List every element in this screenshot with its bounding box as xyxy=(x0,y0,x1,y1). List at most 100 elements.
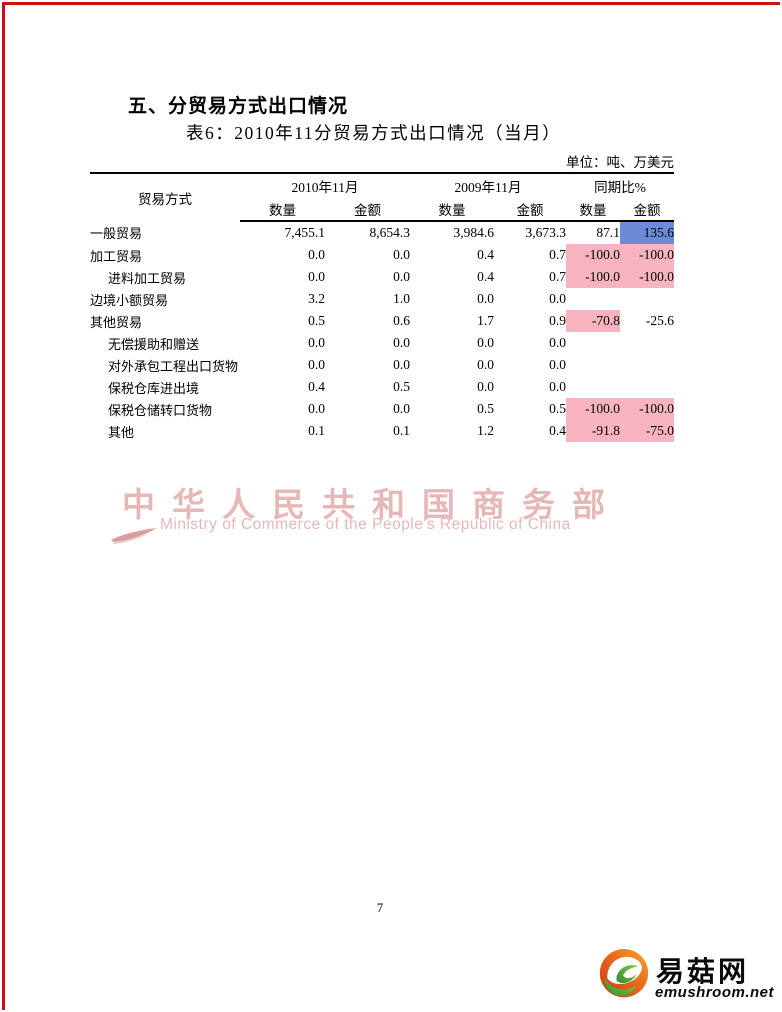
value-cell: -100.0 xyxy=(620,244,674,266)
value-cell: 0.0 xyxy=(393,335,410,350)
value-cell: 3.2 xyxy=(308,291,325,306)
row-label: 保税仓库进出境 xyxy=(108,380,200,396)
value-cell: -100.0 xyxy=(620,266,674,288)
page-border-top-line xyxy=(2,2,780,5)
value-cell: 3,673.3 xyxy=(525,225,567,240)
table-title: 表6：2010年11分贸易方式出口情况（当月） xyxy=(186,123,562,143)
value-cell: 0.0 xyxy=(477,335,494,350)
row-label: 其他贸易 xyxy=(90,314,143,330)
value-cell: -100.0 xyxy=(620,398,674,420)
value-cell: 0.0 xyxy=(308,357,325,372)
value-cell xyxy=(566,288,620,310)
row-label: 进料加工贸易 xyxy=(108,270,187,286)
value-cell: 0.0 xyxy=(393,357,410,372)
header-group-2010: 2010年11月 xyxy=(240,172,410,197)
header-group-yoy: 同期比% xyxy=(566,172,674,197)
table-row: 保税仓库进出境 0.4 0.5 0.0 0.0 xyxy=(90,376,674,398)
value-cell xyxy=(620,354,674,376)
value-cell xyxy=(620,332,674,354)
watermark-chinese: 中华人民共和国商务部 xyxy=(122,488,622,524)
row-label: 对外承包工程出口货物 xyxy=(108,358,239,374)
value-cell xyxy=(620,288,674,310)
emushroom-logo-domain: emushroom.net xyxy=(655,984,775,1001)
row-label: 一般贸易 xyxy=(90,226,143,241)
value-cell: -75.0 xyxy=(620,420,674,442)
section-heading: 五、分贸易方式出口情况 xyxy=(128,96,349,117)
row-label: 保税仓储转口货物 xyxy=(108,402,213,418)
row-label: 无偿援助和赠送 xyxy=(108,336,200,352)
page-number: 7 xyxy=(376,900,384,915)
value-cell xyxy=(620,376,674,398)
value-cell: 0.0 xyxy=(477,291,494,306)
table-body: 一般贸易 7,455.1 8,654.3 3,984.6 3,673.3 87.1 135.… xyxy=(90,221,674,442)
value-cell: 0.6 xyxy=(393,313,410,328)
subheader-amount-2009: 金额 xyxy=(494,197,566,222)
value-cell: 87.1 xyxy=(596,225,620,240)
value-cell: 0.4 xyxy=(549,423,566,438)
table-row: 无偿援助和赠送 0.0 0.0 0.0 0.0 xyxy=(90,332,674,354)
value-cell: 0.4 xyxy=(477,269,494,284)
row-label: 加工贸易 xyxy=(90,248,143,264)
value-cell: 0.0 xyxy=(308,269,325,284)
value-cell: 1.7 xyxy=(477,313,494,328)
value-cell: 0.0 xyxy=(308,335,325,350)
value-cell: 0.7 xyxy=(549,269,566,284)
value-cell: 0.1 xyxy=(393,423,410,438)
value-cell: 0.0 xyxy=(549,357,566,372)
value-cell xyxy=(566,376,620,398)
value-cell: 0.5 xyxy=(393,379,410,394)
value-cell xyxy=(566,332,620,354)
table-header: 贸易方式 2010年11月 2009年11月 同期比% 数量 金额 数量 金额 … xyxy=(90,172,674,222)
value-cell: 0.0 xyxy=(549,379,566,394)
value-cell: 0.4 xyxy=(308,379,325,394)
value-cell: 0.0 xyxy=(549,335,566,350)
trade-mode-table: 贸易方式 2010年11月 2009年11月 同期比% 数量 金额 数量 金额 … xyxy=(90,172,674,442)
table-row: 边境小额贸易 3.2 1.0 0.0 0.0 xyxy=(90,288,674,310)
unit-note: 单位：吨、万美元 xyxy=(566,155,674,170)
value-cell: 0.0 xyxy=(393,247,410,262)
value-cell: 0.5 xyxy=(308,313,325,328)
table-row: 其他 0.1 0.1 1.2 0.4 -91.8 -75.0 xyxy=(90,420,674,442)
value-cell: 0.0 xyxy=(477,357,494,372)
value-cell: 0.1 xyxy=(308,423,325,438)
value-cell: -100.0 xyxy=(566,398,620,420)
value-cell: 0.0 xyxy=(477,379,494,394)
table-row: 进料加工贸易 0.0 0.0 0.4 0.7 -100.0 -100.0 xyxy=(90,266,674,288)
table-row: 对外承包工程出口货物 0.0 0.0 0.0 0.0 xyxy=(90,354,674,376)
subheader-quantity-2010: 数量 xyxy=(240,197,325,222)
header-group-2009: 2009年11月 xyxy=(410,172,566,197)
value-cell: -100.0 xyxy=(566,266,620,288)
value-cell: 1.0 xyxy=(393,291,410,306)
value-cell: 0.5 xyxy=(477,401,494,416)
value-cell: 7,455.1 xyxy=(284,225,326,240)
table-row: 加工贸易 0.0 0.0 0.4 0.7 -100.0 -100.0 xyxy=(90,244,674,266)
subheader-quantity-2009: 数量 xyxy=(410,197,494,222)
row-label: 边境小额贸易 xyxy=(90,292,169,308)
value-cell: -91.8 xyxy=(566,420,620,442)
value-cell: 0.5 xyxy=(549,401,566,416)
value-cell: 0.9 xyxy=(549,313,566,328)
value-cell: 0.0 xyxy=(393,401,410,416)
value-cell: 0.4 xyxy=(477,247,494,262)
emushroom-logo-icon xyxy=(599,949,649,998)
page-border-left-line xyxy=(2,2,5,1010)
subheader-quantity-yoy: 数量 xyxy=(566,197,620,222)
table-row: 其他贸易 0.5 0.6 1.7 0.9 -70.8 -25.6 xyxy=(90,310,674,332)
row-label: 其他 xyxy=(108,424,135,440)
value-cell: 8,654.3 xyxy=(369,225,411,240)
header-trade-mode: 贸易方式 xyxy=(90,172,240,221)
value-cell: 0.0 xyxy=(308,247,325,262)
value-cell: -70.8 xyxy=(566,310,620,332)
value-cell: 0.0 xyxy=(393,269,410,284)
watermark-swoosh-icon xyxy=(111,528,157,544)
table-row: 一般贸易 7,455.1 8,654.3 3,984.6 3,673.3 87.1 135.… xyxy=(90,221,674,244)
value-cell: -25.6 xyxy=(645,313,674,328)
emushroom-logo-text: 易菇网 xyxy=(656,956,750,987)
subheader-amount-2010: 金额 xyxy=(325,197,410,222)
watermark-english: Ministry of Commerce of the People's Rep… xyxy=(160,516,571,533)
subheader-amount-yoy: 金额 xyxy=(620,197,674,222)
value-cell: 3,984.6 xyxy=(453,225,495,240)
value-cell: 1.2 xyxy=(477,423,494,438)
table-row: 保税仓储转口货物 0.0 0.0 0.5 0.5 -100.0 -100.0 xyxy=(90,398,674,420)
value-cell: 0.0 xyxy=(308,401,325,416)
